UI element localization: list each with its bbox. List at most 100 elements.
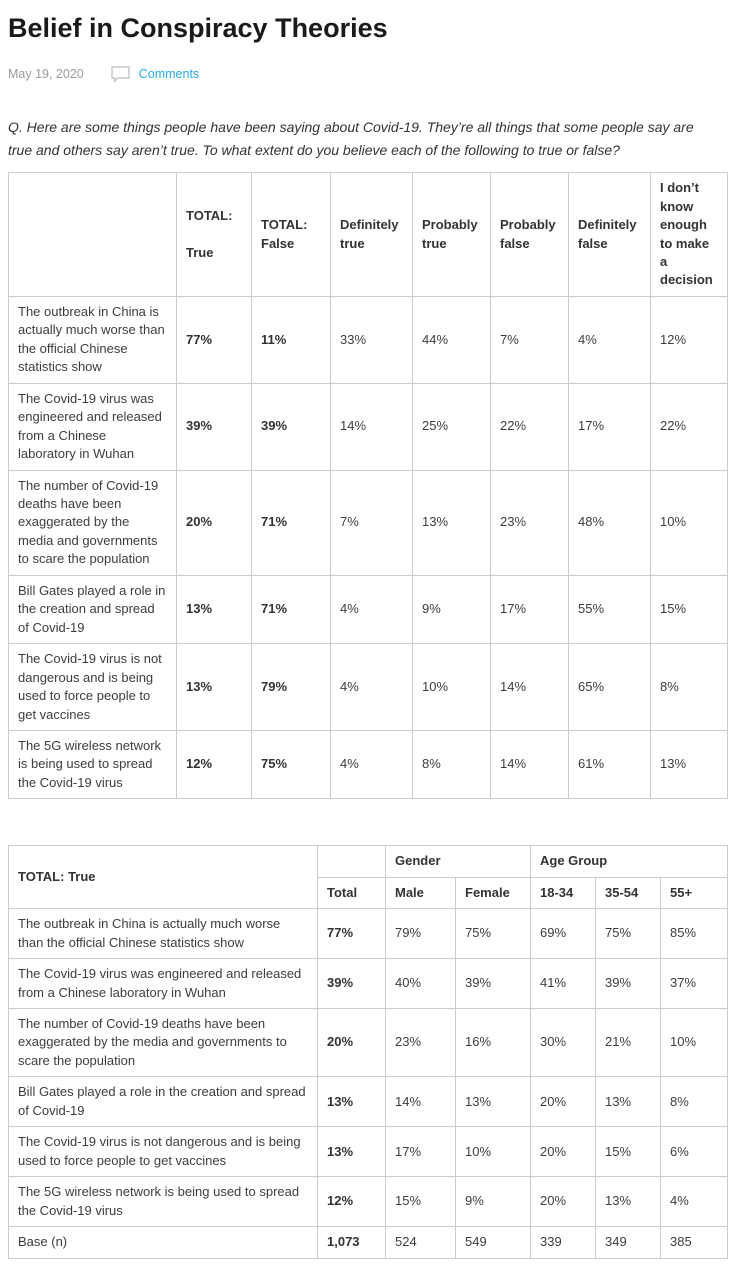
statement-cell: The outbreak in China is actually much w… <box>8 295 177 384</box>
header-probably-false: Probably false <box>490 172 569 297</box>
group-header-row: TOTAL: True Gender Age Group <box>8 845 729 910</box>
value-cell: 39% <box>176 382 252 471</box>
byline: May 19, 2020 Comments <box>8 64 727 84</box>
value-cell: 75% <box>251 729 331 800</box>
value-cell: 22% <box>490 382 569 471</box>
value-cell: 79% <box>251 643 331 731</box>
table-row: Bill Gates played a role in the creation… <box>8 574 728 645</box>
table-row: The outbreak in China is actually much w… <box>8 295 728 384</box>
table-row: The 5G wireless network is being used to… <box>8 729 728 800</box>
value-cell: 8% <box>412 729 491 800</box>
value-cell: 40% <box>385 958 456 1010</box>
table-row: The number of Covid-19 deaths have been … <box>8 469 728 576</box>
value-cell: 4% <box>330 643 413 731</box>
value-cell: 85% <box>660 908 729 960</box>
value-cell: 4% <box>568 295 651 384</box>
value-cell: 13% <box>176 643 252 731</box>
value-cell: 4% <box>660 1176 729 1228</box>
value-cell: 65% <box>568 643 651 731</box>
header-total-true: TOTAL: True <box>176 172 252 297</box>
value-cell: 13% <box>650 729 728 800</box>
value-cell: 17% <box>385 1126 456 1178</box>
value-cell: 15% <box>385 1176 456 1228</box>
belief-breakdown-table: TOTAL: True TOTAL: False Definitely true… <box>8 172 728 800</box>
value-cell: 13% <box>412 469 491 576</box>
value-cell: 22% <box>650 382 728 471</box>
comments-link[interactable]: Comments <box>111 64 200 84</box>
value-cell: 13% <box>595 1176 662 1228</box>
base-value-cell: 524 <box>385 1226 456 1259</box>
value-cell: 41% <box>530 958 597 1010</box>
survey-question: Q. Here are some things people have been… <box>8 119 694 158</box>
value-cell: 8% <box>650 643 728 731</box>
value-cell: 61% <box>568 729 651 800</box>
header-female: Female <box>454 876 532 910</box>
value-cell: 10% <box>454 1126 532 1178</box>
value-cell: 13% <box>176 574 252 645</box>
statement-cell: The 5G wireless network is being used to… <box>8 729 177 800</box>
value-cell: 20% <box>530 1076 597 1128</box>
value-cell: 12% <box>176 729 252 800</box>
base-row: Base (n) 1,073 524 549 339 349 385 <box>8 1226 729 1259</box>
value-cell: 23% <box>490 469 569 576</box>
table-row: The Covid-19 virus is not dangerous and … <box>8 643 728 731</box>
value-cell: 39% <box>595 958 662 1010</box>
comments-label: Comments <box>138 66 200 81</box>
header-empty <box>8 172 177 297</box>
table-row: Bill Gates played a role in the creation… <box>8 1076 729 1128</box>
comment-bubble-icon <box>111 66 131 84</box>
base-value-cell: 349 <box>595 1226 662 1259</box>
value-cell: 14% <box>490 729 569 800</box>
value-cell: 13% <box>595 1076 662 1128</box>
value-cell: 39% <box>317 958 386 1010</box>
value-cell: 9% <box>454 1176 532 1228</box>
value-cell: 37% <box>660 958 729 1010</box>
value-cell: 20% <box>176 469 252 576</box>
value-cell: 12% <box>650 295 728 384</box>
value-cell: 20% <box>530 1176 597 1228</box>
value-cell: 8% <box>660 1076 729 1128</box>
statement-cell: The number of Covid-19 deaths have been … <box>8 469 177 576</box>
value-cell: 11% <box>251 295 331 384</box>
value-cell: 77% <box>176 295 252 384</box>
value-cell: 79% <box>385 908 456 960</box>
table-row: The 5G wireless network is being used to… <box>8 1176 729 1228</box>
base-label-cell: Base (n) <box>8 1226 318 1259</box>
value-cell: 7% <box>330 469 413 576</box>
value-cell: 10% <box>660 1008 729 1078</box>
value-cell: 55% <box>568 574 651 645</box>
value-cell: 10% <box>650 469 728 576</box>
value-cell: 9% <box>412 574 491 645</box>
table-title-cell: TOTAL: True <box>8 845 318 910</box>
statement-cell: The Covid-19 virus was engineered and re… <box>8 382 177 471</box>
value-cell: 14% <box>330 382 413 471</box>
demographics-table: TOTAL: True Gender Age Group Total Male … <box>8 845 729 1259</box>
publish-date: May 19, 2020 <box>8 66 84 81</box>
table-row: The number of Covid-19 deaths have been … <box>8 1008 729 1078</box>
page-title: Belief in Conspiracy Theories <box>8 13 388 43</box>
header-age-18-34: 18-34 <box>530 876 597 910</box>
value-cell: 23% <box>385 1008 456 1078</box>
value-cell: 75% <box>454 908 532 960</box>
value-cell: 15% <box>595 1126 662 1178</box>
base-value-cell: 339 <box>530 1226 597 1259</box>
value-cell: 10% <box>412 643 491 731</box>
value-cell: 17% <box>490 574 569 645</box>
value-cell: 33% <box>330 295 413 384</box>
value-cell: 13% <box>317 1126 386 1178</box>
table-row: The Covid-19 virus was engineered and re… <box>8 382 728 471</box>
header-row: TOTAL: True TOTAL: False Definitely true… <box>8 172 728 297</box>
value-cell: 21% <box>595 1008 662 1078</box>
statement-cell: Bill Gates played a role in the creation… <box>8 1076 318 1128</box>
statement-cell: Bill Gates played a role in the creation… <box>8 574 177 645</box>
value-cell: 16% <box>454 1008 532 1078</box>
value-cell: 71% <box>251 469 331 576</box>
header-age-55plus: 55+ <box>660 876 729 910</box>
header-male: Male <box>385 876 456 910</box>
value-cell: 15% <box>650 574 728 645</box>
table-row: The Covid-19 virus was engineered and re… <box>8 958 729 1010</box>
value-cell: 39% <box>251 382 331 471</box>
value-cell: 25% <box>412 382 491 471</box>
value-cell: 77% <box>317 908 386 960</box>
